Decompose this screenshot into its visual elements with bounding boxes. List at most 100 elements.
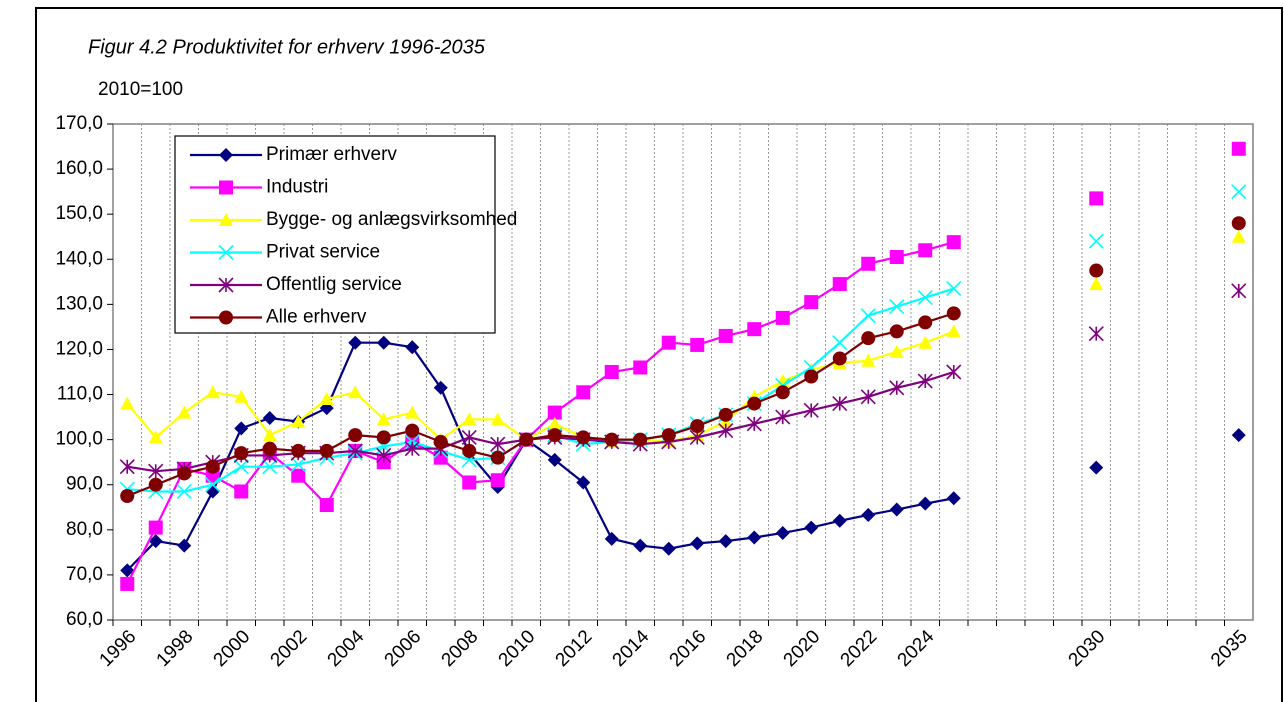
legend-label: Industri bbox=[266, 177, 328, 198]
marker bbox=[218, 277, 234, 293]
marker bbox=[348, 428, 363, 443]
marker bbox=[918, 315, 933, 330]
marker bbox=[746, 416, 762, 432]
marker bbox=[119, 459, 135, 475]
marker bbox=[860, 308, 876, 324]
marker bbox=[319, 392, 334, 406]
marker bbox=[804, 520, 819, 535]
y-tick-label: 130,0 bbox=[55, 293, 103, 314]
marker bbox=[718, 423, 734, 439]
marker bbox=[861, 331, 876, 346]
marker bbox=[1088, 326, 1104, 342]
marker bbox=[490, 436, 506, 452]
chart-title: Figur 4.2 Produktivitet for erhverv 1996… bbox=[88, 36, 486, 58]
marker bbox=[376, 412, 391, 426]
marker bbox=[461, 429, 477, 445]
marker bbox=[176, 483, 192, 500]
marker bbox=[946, 364, 962, 380]
marker bbox=[946, 306, 961, 321]
marker bbox=[832, 395, 848, 412]
marker bbox=[1089, 191, 1104, 206]
marker bbox=[861, 256, 876, 271]
marker bbox=[205, 477, 221, 493]
marker bbox=[718, 534, 733, 549]
marker bbox=[233, 459, 249, 475]
marker bbox=[690, 536, 705, 551]
y-tick-label: 160,0 bbox=[55, 158, 103, 179]
x-tick-label: 2004 bbox=[324, 626, 369, 671]
marker bbox=[832, 513, 847, 528]
marker bbox=[547, 405, 562, 420]
marker bbox=[376, 335, 391, 350]
marker bbox=[775, 385, 790, 400]
marker bbox=[205, 459, 220, 474]
marker bbox=[747, 530, 762, 545]
marker bbox=[832, 277, 847, 292]
marker bbox=[404, 441, 420, 457]
x-tick-label: 2000 bbox=[210, 626, 255, 671]
marker bbox=[262, 428, 277, 442]
x-tick-label: 2012 bbox=[552, 626, 597, 671]
y-tick-label: 70,0 bbox=[66, 564, 103, 585]
marker bbox=[219, 213, 233, 226]
marker bbox=[889, 324, 904, 339]
marker bbox=[633, 360, 648, 375]
marker bbox=[290, 456, 306, 473]
marker bbox=[946, 491, 961, 506]
marker bbox=[633, 432, 648, 447]
marker bbox=[861, 353, 876, 367]
marker bbox=[262, 459, 278, 475]
marker bbox=[775, 525, 790, 540]
marker bbox=[433, 380, 448, 395]
marker bbox=[1231, 229, 1246, 243]
marker bbox=[291, 468, 306, 483]
x-tick-label: 2002 bbox=[267, 626, 312, 671]
legend-box bbox=[174, 135, 496, 334]
x-tick-label: 2030 bbox=[1065, 626, 1110, 671]
marker bbox=[946, 281, 962, 297]
marker bbox=[319, 498, 334, 513]
marker bbox=[120, 489, 135, 503]
marker bbox=[576, 430, 591, 445]
marker bbox=[405, 405, 420, 419]
marker bbox=[917, 373, 933, 389]
marker bbox=[376, 447, 392, 463]
marker bbox=[861, 507, 876, 522]
marker bbox=[690, 419, 705, 434]
x-tick-label: 2022 bbox=[837, 626, 882, 671]
marker bbox=[775, 374, 790, 388]
y-tick-label: 120,0 bbox=[55, 338, 103, 359]
marker bbox=[803, 402, 819, 418]
marker bbox=[889, 344, 904, 358]
legend-label: Bygge- og anlægsvirksomhed bbox=[266, 209, 517, 230]
marker bbox=[918, 243, 933, 258]
x-tick-label: 2014 bbox=[609, 626, 654, 671]
marker bbox=[347, 443, 363, 459]
marker bbox=[804, 295, 819, 310]
marker bbox=[120, 563, 135, 578]
marker bbox=[519, 432, 534, 447]
marker bbox=[1231, 216, 1246, 231]
marker bbox=[918, 496, 933, 511]
marker bbox=[462, 475, 477, 490]
x-tick-label: 2035 bbox=[1207, 626, 1252, 671]
marker bbox=[405, 340, 420, 355]
marker bbox=[832, 335, 848, 351]
marker bbox=[291, 443, 306, 458]
marker bbox=[1231, 428, 1246, 443]
marker bbox=[262, 410, 277, 425]
marker bbox=[604, 432, 619, 447]
marker bbox=[234, 421, 249, 436]
legend-label: Alle erhverv bbox=[266, 307, 367, 328]
x-tick-label: 2018 bbox=[723, 626, 768, 671]
marker bbox=[148, 463, 164, 479]
marker bbox=[205, 385, 220, 399]
x-tick-label: 2006 bbox=[381, 626, 426, 671]
marker bbox=[604, 531, 619, 546]
marker bbox=[918, 335, 933, 349]
marker bbox=[547, 416, 562, 430]
chart-subtitle: 2010=100 bbox=[98, 79, 183, 100]
y-tick-label: 100,0 bbox=[55, 429, 103, 450]
x-tick-label: 2024 bbox=[894, 626, 939, 671]
marker bbox=[1089, 460, 1104, 475]
